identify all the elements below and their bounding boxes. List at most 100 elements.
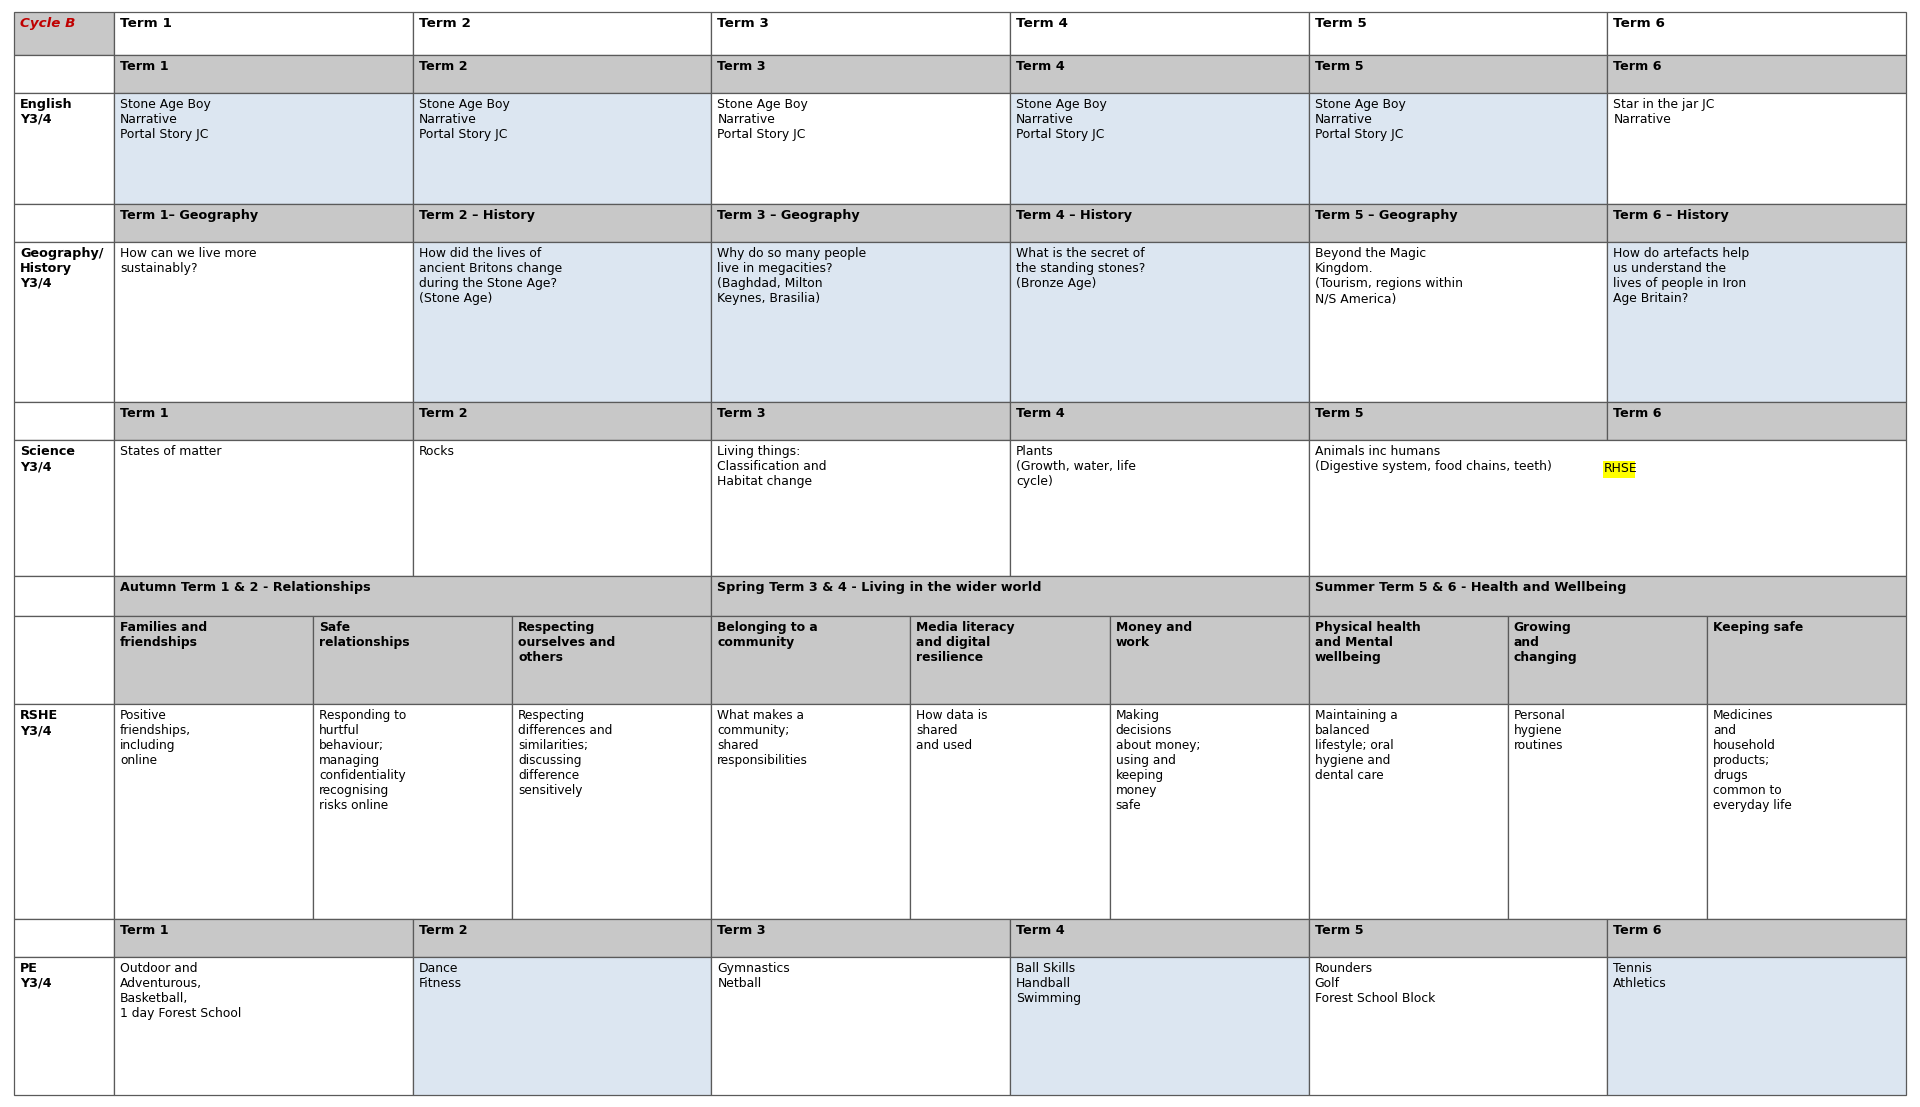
- Bar: [113, 55, 413, 93]
- Bar: [1603, 461, 1634, 478]
- Text: RSHE
Y3/4: RSHE Y3/4: [19, 708, 58, 737]
- Bar: [1309, 55, 1607, 93]
- Text: What makes a
community;
shared
responsibilities: What makes a community; shared responsib…: [718, 708, 808, 767]
- Bar: [13, 93, 113, 204]
- Text: Term 2: Term 2: [419, 924, 467, 937]
- Bar: [1309, 242, 1607, 402]
- Text: Keeping safe: Keeping safe: [1713, 621, 1803, 634]
- Bar: [710, 956, 1010, 1095]
- Text: Stone Age Boy
Narrative
Portal Story JC: Stone Age Boy Narrative Portal Story JC: [1016, 99, 1106, 141]
- Bar: [1507, 704, 1707, 919]
- Bar: [1309, 956, 1607, 1095]
- Text: Summer Term 5 & 6 - Health and Wellbeing: Summer Term 5 & 6 - Health and Wellbeing: [1315, 581, 1626, 594]
- Bar: [413, 956, 710, 1095]
- Text: Term 5: Term 5: [1315, 17, 1367, 30]
- Text: Term 6: Term 6: [1613, 924, 1663, 937]
- Bar: [1309, 576, 1907, 615]
- Bar: [710, 576, 1309, 615]
- Bar: [13, 439, 113, 576]
- Text: Money and
work: Money and work: [1116, 621, 1192, 649]
- Bar: [13, 204, 113, 242]
- Bar: [1707, 704, 1907, 919]
- Bar: [1110, 704, 1309, 919]
- Text: Term 5: Term 5: [1315, 60, 1363, 73]
- Bar: [13, 242, 113, 402]
- Bar: [1607, 12, 1907, 55]
- Bar: [710, 615, 910, 704]
- Text: States of matter: States of matter: [119, 445, 221, 458]
- Bar: [1607, 242, 1907, 402]
- Text: Science
Y3/4: Science Y3/4: [19, 445, 75, 473]
- Bar: [1607, 402, 1907, 439]
- Bar: [1607, 956, 1907, 1095]
- Bar: [13, 919, 113, 956]
- Text: How do artefacts help
us understand the
lives of people in Iron
Age Britain?: How do artefacts help us understand the …: [1613, 247, 1749, 306]
- Text: Term 3 – Geography: Term 3 – Geography: [718, 209, 860, 223]
- Bar: [13, 55, 113, 93]
- Bar: [710, 402, 1010, 439]
- Bar: [1707, 615, 1907, 704]
- Text: Rocks: Rocks: [419, 445, 455, 458]
- Text: Growing
and
changing: Growing and changing: [1513, 621, 1578, 664]
- Bar: [910, 615, 1110, 704]
- Bar: [1010, 919, 1309, 956]
- Bar: [113, 439, 413, 576]
- Text: Safe
relationships: Safe relationships: [319, 621, 409, 649]
- Bar: [113, 956, 413, 1095]
- Bar: [513, 704, 710, 919]
- Bar: [13, 402, 113, 439]
- Bar: [13, 704, 113, 919]
- Bar: [710, 919, 1010, 956]
- Text: Term 3: Term 3: [718, 407, 766, 420]
- Text: How data is
shared
and used: How data is shared and used: [916, 708, 989, 752]
- Bar: [1607, 919, 1907, 956]
- Text: Positive
friendships,
including
online: Positive friendships, including online: [119, 708, 190, 767]
- Bar: [1010, 402, 1309, 439]
- Bar: [313, 615, 513, 704]
- Text: Cycle B: Cycle B: [19, 17, 75, 30]
- Bar: [1309, 439, 1907, 576]
- Text: RHSE: RHSE: [1603, 462, 1638, 475]
- Bar: [1110, 615, 1309, 704]
- Bar: [413, 919, 710, 956]
- Bar: [413, 439, 710, 576]
- Text: Living things:
Classification and
Habitat change: Living things: Classification and Habita…: [718, 445, 828, 488]
- Text: Rounders
Golf
Forest School Block: Rounders Golf Forest School Block: [1315, 962, 1434, 1005]
- Text: Term 6: Term 6: [1613, 17, 1665, 30]
- Text: Stone Age Boy
Narrative
Portal Story JC: Stone Age Boy Narrative Portal Story JC: [119, 99, 211, 141]
- Bar: [1010, 242, 1309, 402]
- Bar: [113, 12, 413, 55]
- Text: Term 3: Term 3: [718, 924, 766, 937]
- Bar: [313, 704, 513, 919]
- Text: Stone Age Boy
Narrative
Portal Story JC: Stone Age Boy Narrative Portal Story JC: [718, 99, 808, 141]
- Text: Families and
friendships: Families and friendships: [119, 621, 207, 649]
- Text: Term 1– Geography: Term 1– Geography: [119, 209, 257, 223]
- Text: Geography/
History
Y3/4: Geography/ History Y3/4: [19, 247, 104, 290]
- Text: Term 6 – History: Term 6 – History: [1613, 209, 1730, 223]
- Bar: [113, 242, 413, 402]
- Bar: [910, 704, 1110, 919]
- Bar: [1010, 204, 1309, 242]
- Text: Term 4: Term 4: [1016, 17, 1068, 30]
- Bar: [113, 576, 710, 615]
- Bar: [710, 439, 1010, 576]
- Text: Term 4: Term 4: [1016, 60, 1066, 73]
- Bar: [1309, 402, 1607, 439]
- Bar: [413, 12, 710, 55]
- Bar: [413, 93, 710, 204]
- Text: Gymnastics
Netball: Gymnastics Netball: [718, 962, 791, 990]
- Text: English
Y3/4: English Y3/4: [19, 99, 73, 126]
- Bar: [113, 204, 413, 242]
- Text: Term 5: Term 5: [1315, 407, 1363, 420]
- Text: Dance
Fitness: Dance Fitness: [419, 962, 463, 990]
- Bar: [1309, 204, 1607, 242]
- Bar: [13, 615, 113, 704]
- Text: Tennis
Athletics: Tennis Athletics: [1613, 962, 1667, 990]
- Bar: [513, 615, 710, 704]
- Text: Term 6: Term 6: [1613, 60, 1663, 73]
- Text: Personal
hygiene
routines: Personal hygiene routines: [1513, 708, 1565, 752]
- Bar: [13, 576, 113, 615]
- Text: Plants
(Growth, water, life
cycle): Plants (Growth, water, life cycle): [1016, 445, 1137, 488]
- Bar: [113, 615, 313, 704]
- Bar: [710, 242, 1010, 402]
